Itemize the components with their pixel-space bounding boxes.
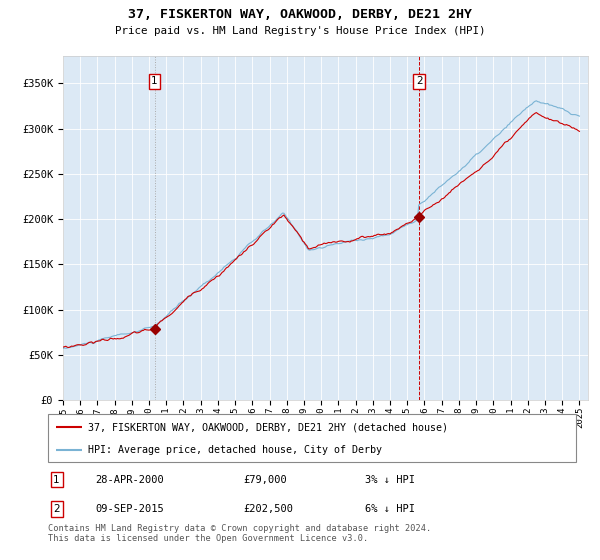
Text: 09-SEP-2015: 09-SEP-2015 — [95, 504, 164, 514]
Text: HPI: Average price, detached house, City of Derby: HPI: Average price, detached house, City… — [88, 445, 382, 455]
Text: 6% ↓ HPI: 6% ↓ HPI — [365, 504, 415, 514]
Text: £79,000: £79,000 — [244, 475, 287, 485]
Text: 3% ↓ HPI: 3% ↓ HPI — [365, 475, 415, 485]
Text: 2: 2 — [53, 504, 60, 514]
Text: 37, FISKERTON WAY, OAKWOOD, DERBY, DE21 2HY (detached house): 37, FISKERTON WAY, OAKWOOD, DERBY, DE21 … — [88, 422, 448, 432]
Text: Contains HM Land Registry data © Crown copyright and database right 2024.
This d: Contains HM Land Registry data © Crown c… — [48, 524, 431, 543]
Text: 1: 1 — [151, 76, 158, 86]
Text: 28-APR-2000: 28-APR-2000 — [95, 475, 164, 485]
FancyBboxPatch shape — [48, 414, 576, 462]
Text: 37, FISKERTON WAY, OAKWOOD, DERBY, DE21 2HY: 37, FISKERTON WAY, OAKWOOD, DERBY, DE21 … — [128, 8, 472, 21]
Text: Price paid vs. HM Land Registry's House Price Index (HPI): Price paid vs. HM Land Registry's House … — [115, 26, 485, 36]
Text: 2: 2 — [416, 76, 422, 86]
Text: £202,500: £202,500 — [244, 504, 293, 514]
Text: 1: 1 — [53, 475, 60, 485]
